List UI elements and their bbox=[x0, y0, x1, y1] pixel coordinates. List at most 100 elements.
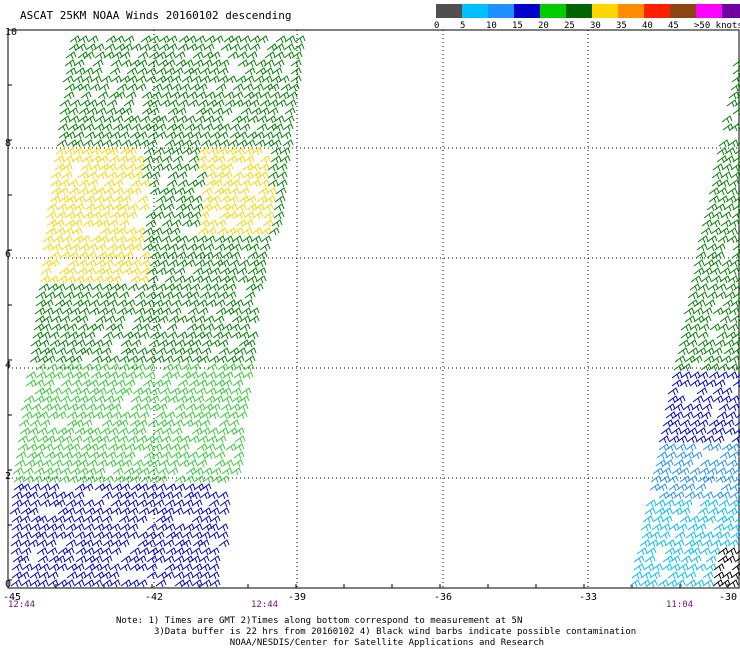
wind-barb bbox=[100, 355, 112, 364]
wind-barb bbox=[186, 243, 198, 252]
wind-barb bbox=[727, 539, 739, 548]
wind-barb bbox=[242, 371, 254, 380]
wind-barb bbox=[45, 539, 57, 548]
wind-barb bbox=[197, 227, 209, 236]
wind-barb bbox=[221, 379, 233, 388]
wind-barb bbox=[22, 475, 34, 484]
wind-barb bbox=[47, 571, 59, 580]
wind-barb bbox=[130, 43, 142, 52]
wind-barb bbox=[643, 563, 655, 572]
wind-barb bbox=[176, 115, 188, 124]
wind-barb bbox=[695, 427, 707, 436]
wind-barb bbox=[98, 219, 110, 228]
wind-barb bbox=[684, 491, 696, 500]
wind-barb bbox=[219, 275, 231, 284]
wind-barb bbox=[174, 187, 186, 196]
wind-barb bbox=[214, 171, 226, 180]
wind-barb bbox=[668, 523, 680, 532]
wind-barb bbox=[670, 427, 682, 436]
wind-barb bbox=[696, 243, 708, 252]
wind-barb bbox=[125, 147, 137, 156]
wind-barb bbox=[49, 251, 61, 260]
wind-barb bbox=[217, 75, 229, 84]
wind-barb bbox=[170, 235, 182, 244]
wind-barb bbox=[273, 51, 285, 60]
wind-barb bbox=[65, 203, 77, 212]
wind-barb bbox=[726, 99, 738, 108]
wind-barb bbox=[218, 475, 230, 484]
wind-barb bbox=[119, 507, 131, 516]
wind-barb bbox=[48, 475, 60, 484]
wind-barb bbox=[662, 459, 674, 468]
wind-barb bbox=[218, 419, 230, 428]
wind-barb bbox=[107, 147, 119, 156]
wind-barb bbox=[41, 459, 53, 468]
wind-barb bbox=[158, 187, 170, 196]
wind-barb bbox=[221, 171, 233, 180]
wind-barb bbox=[91, 515, 103, 524]
wind-barb bbox=[219, 123, 231, 132]
wind-barb bbox=[713, 571, 725, 580]
wind-barb bbox=[61, 235, 73, 244]
wind-barb bbox=[164, 411, 176, 420]
wind-barb bbox=[67, 331, 79, 340]
wind-barb bbox=[115, 443, 127, 452]
wind-barb bbox=[182, 507, 194, 516]
wind-barb bbox=[146, 523, 158, 532]
wind-barb bbox=[132, 459, 144, 468]
wind-barb bbox=[182, 131, 194, 140]
wind-barb bbox=[283, 51, 295, 60]
wind-barb bbox=[208, 563, 220, 572]
wind-barb bbox=[165, 547, 177, 556]
wind-barb bbox=[708, 371, 720, 380]
wind-barb bbox=[149, 99, 161, 108]
wind-barb bbox=[189, 67, 201, 76]
wind-barb bbox=[101, 267, 113, 276]
wind-barb bbox=[217, 131, 229, 140]
wind-barb bbox=[68, 187, 80, 196]
wind-barb bbox=[105, 387, 117, 396]
wind-barb bbox=[170, 451, 182, 460]
wind-barb bbox=[74, 195, 86, 204]
wind-barb bbox=[268, 227, 280, 236]
wind-barb bbox=[200, 515, 212, 524]
wind-barb bbox=[125, 91, 137, 100]
wind-barb bbox=[60, 387, 72, 396]
wind-barb bbox=[255, 275, 267, 284]
wind-barb bbox=[182, 571, 194, 580]
wind-barb bbox=[84, 267, 96, 276]
wind-barb bbox=[114, 43, 126, 52]
wind-barb bbox=[115, 451, 127, 460]
wind-barb bbox=[185, 331, 197, 340]
wind-barb bbox=[672, 403, 684, 412]
wind-barb bbox=[723, 339, 735, 348]
wind-barb bbox=[735, 414, 740, 419]
wind-barb bbox=[194, 259, 206, 268]
wind-barb bbox=[66, 411, 78, 420]
wind-barb bbox=[129, 139, 141, 148]
wind-barb bbox=[184, 395, 196, 404]
wind-barb bbox=[195, 387, 207, 396]
wind-barb bbox=[181, 219, 193, 228]
wind-barb bbox=[267, 107, 279, 116]
wind-barb bbox=[129, 547, 141, 556]
wind-barb bbox=[185, 403, 197, 412]
wind-barb bbox=[100, 291, 112, 300]
wind-barb bbox=[99, 211, 111, 220]
wind-barb bbox=[660, 427, 672, 436]
wind-barb bbox=[44, 291, 56, 300]
wind-barb bbox=[118, 515, 130, 524]
wind-barb bbox=[116, 283, 128, 292]
wind-barb bbox=[58, 131, 70, 140]
legend-swatch bbox=[462, 4, 488, 18]
wind-barb bbox=[143, 451, 155, 460]
wind-barb bbox=[167, 171, 179, 180]
wind-barb bbox=[55, 147, 67, 156]
wind-barb bbox=[127, 523, 139, 532]
wind-barb bbox=[74, 67, 86, 76]
wind-barb bbox=[136, 419, 148, 428]
legend-label: 0 bbox=[434, 21, 440, 31]
wind-barb bbox=[138, 139, 150, 148]
wind-barb bbox=[180, 283, 192, 292]
wind-barb bbox=[197, 99, 209, 108]
